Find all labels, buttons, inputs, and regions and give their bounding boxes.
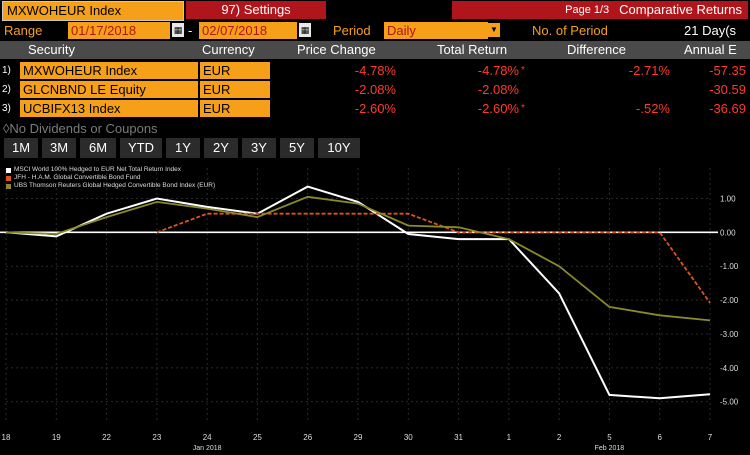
chevron-down-icon[interactable]: ▼ <box>488 23 500 37</box>
annual-cell: -57.35 <box>709 63 746 78</box>
tab-2y[interactable]: 2Y <box>204 138 238 158</box>
report-title-box: Page 1/3 Comparative Returns <box>452 1 748 19</box>
y-tick-label: -2.00 <box>720 296 739 305</box>
security-cell[interactable]: MXWOHEUR Index <box>20 62 198 79</box>
tab-10y[interactable]: 10Y <box>318 138 360 158</box>
col-difference[interactable]: Difference <box>567 42 627 57</box>
legend-swatch <box>6 175 11 181</box>
col-currency[interactable]: Currency <box>202 42 255 57</box>
currency-cell: EUR <box>200 81 270 98</box>
x-tick-label: 31 <box>454 433 463 442</box>
start-date-input[interactable]: 01/17/2018 <box>68 22 170 39</box>
page-indicator: Page 1/3 <box>565 4 610 16</box>
legend-item: JFH - H.A.M. Global Convertible Bond Fun… <box>6 174 215 182</box>
y-tick-label: -4.00 <box>720 364 739 373</box>
col-security[interactable]: Security <box>28 42 75 57</box>
num-period-label: No. of Period <box>532 23 608 38</box>
legend-label: JFH - H.A.M. Global Convertible Bond Fun… <box>14 174 141 181</box>
price-change-cell: -2.60% <box>354 101 396 116</box>
x-tick-label: 29 <box>354 433 363 442</box>
col-total-return[interactable]: Total Return <box>437 42 508 57</box>
legend-item: UBS Thomson Reuters Global Hedged Conver… <box>6 182 215 190</box>
period-select[interactable]: Daily <box>384 22 488 39</box>
report-title: Comparative Returns <box>619 2 742 17</box>
legend-item: MSCI World 100% Hedged to EUR Net Total … <box>6 166 215 174</box>
currency-cell: EUR <box>200 62 270 79</box>
x-group-label: Feb 2018 <box>595 445 625 452</box>
x-tick-label: 7 <box>708 433 713 442</box>
row-index: 3) <box>2 103 11 114</box>
range-label: Range <box>4 23 43 38</box>
row-index: 2) <box>2 84 11 95</box>
y-tick-label: -5.00 <box>720 398 739 407</box>
row-index: 1) <box>2 65 11 76</box>
x-group-label: Jan 2018 <box>193 445 222 452</box>
table-row[interactable]: 2) GLCNBND LE Equity EUR -2.08% -2.08% -… <box>0 81 750 99</box>
dividends-note: ◊No Dividends or Coupons <box>3 121 158 136</box>
x-tick-label: 18 <box>2 433 11 442</box>
series-line-msci <box>5 185 711 400</box>
y-tick-label: 1.00 <box>720 194 736 203</box>
currency-cell: EUR <box>200 100 270 117</box>
range-separator: - <box>188 23 193 38</box>
x-tick-label: 22 <box>102 433 111 442</box>
x-tick-label: 19 <box>52 433 61 442</box>
period-label: Period <box>333 23 371 38</box>
tab-3m[interactable]: 3M <box>42 138 76 158</box>
difference-cell: -2.71% <box>628 63 670 78</box>
difference-cell: -.52% <box>636 101 670 116</box>
x-tick-label: 30 <box>404 433 413 442</box>
tab-1y[interactable]: 1Y <box>166 138 200 158</box>
y-tick-label: 0.00 <box>720 228 736 237</box>
tab-ytd[interactable]: YTD <box>120 138 162 158</box>
ticker-field[interactable]: MXWOHEUR Index <box>2 1 184 21</box>
x-tick-label: 24 <box>203 433 212 442</box>
annual-cell: -30.59 <box>709 82 746 97</box>
tab-1m[interactable]: 1M <box>4 138 38 158</box>
chart-background <box>0 160 750 455</box>
total-return-cell: -4.78% <box>477 63 519 78</box>
x-tick-label: 2 <box>557 433 562 442</box>
x-tick-label: 1 <box>507 433 512 442</box>
price-change-cell: -2.08% <box>354 82 396 97</box>
num-period-value: 21 Day(s <box>684 23 737 38</box>
x-tick-label: 26 <box>303 433 312 442</box>
total-return-cell: -2.60% <box>477 101 519 116</box>
x-tick-label: 25 <box>253 433 262 442</box>
col-price-change[interactable]: Price Change <box>297 42 376 57</box>
y-tick-label: -3.00 <box>720 330 739 339</box>
chart-legend: MSCI World 100% Hedged to EUR Net Total … <box>6 166 215 190</box>
x-tick-label: 6 <box>657 433 662 442</box>
total-return-mark: * <box>521 65 525 76</box>
settings-button[interactable]: 97) Settings <box>186 1 326 19</box>
difference-cell <box>560 81 670 98</box>
series-line-ubs <box>5 195 711 322</box>
x-tick-label: 23 <box>152 433 161 442</box>
calendar-icon[interactable]: ▦ <box>299 23 311 37</box>
total-return-cell: -2.08% <box>477 82 519 97</box>
total-return-mark: * <box>521 103 525 114</box>
security-cell[interactable]: UCBIFX13 Index <box>20 100 198 117</box>
annual-cell: -36.69 <box>709 101 746 116</box>
tab-6m[interactable]: 6M <box>80 138 116 158</box>
legend-label: UBS Thomson Reuters Global Hedged Conver… <box>14 182 216 189</box>
tab-3y[interactable]: 3Y <box>242 138 276 158</box>
table-row[interactable]: 3) UCBIFX13 Index EUR -2.60% -2.60% * -.… <box>0 100 750 118</box>
price-change-cell: -4.78% <box>354 63 396 78</box>
y-tick-label: -1.00 <box>720 262 739 271</box>
security-cell[interactable]: GLCNBND LE Equity <box>20 81 198 98</box>
x-tick-label: 5 <box>607 433 612 442</box>
legend-swatch <box>6 183 11 189</box>
tab-5y[interactable]: 5Y <box>280 138 314 158</box>
table-row[interactable]: 1) MXWOHEUR Index EUR -4.78% -4.78% * -2… <box>0 62 750 80</box>
calendar-icon[interactable]: ▦ <box>172 23 184 37</box>
legend-swatch <box>6 167 11 173</box>
table-header <box>0 41 750 59</box>
legend-label: MSCI World 100% Hedged to EUR Net Total … <box>14 166 182 173</box>
col-annual[interactable]: Annual E <box>684 42 737 57</box>
end-date-input[interactable]: 02/07/2018 <box>199 22 297 39</box>
